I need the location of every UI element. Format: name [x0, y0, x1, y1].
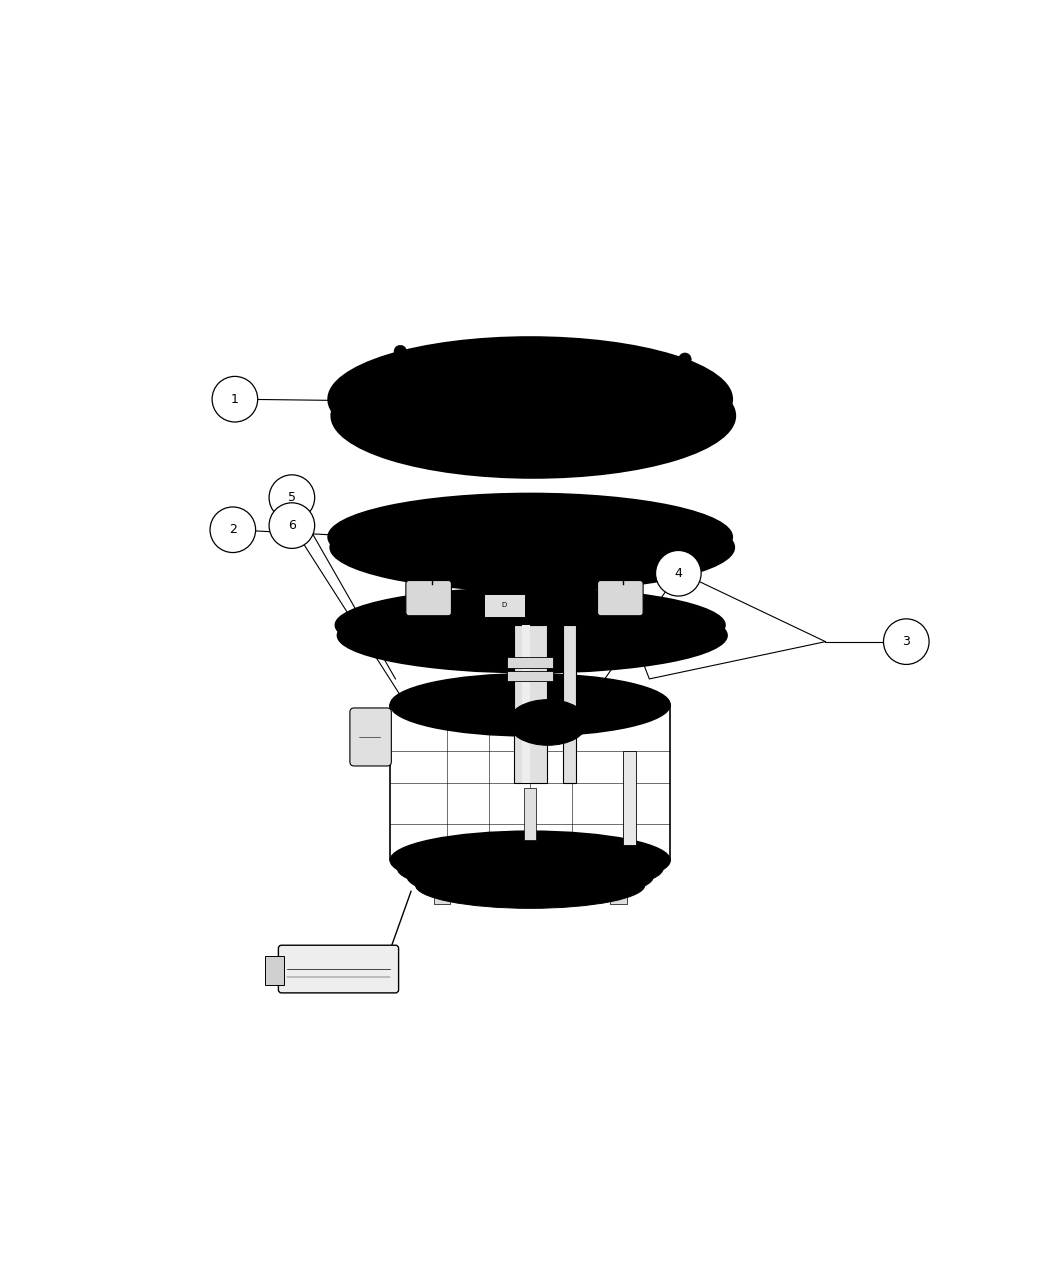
Ellipse shape	[397, 843, 663, 895]
Ellipse shape	[329, 337, 732, 462]
Circle shape	[269, 474, 315, 520]
Text: 4: 4	[674, 567, 682, 580]
Circle shape	[603, 592, 617, 606]
Ellipse shape	[353, 344, 708, 454]
Text: D: D	[502, 602, 507, 608]
Text: 3: 3	[902, 635, 910, 648]
FancyBboxPatch shape	[597, 580, 643, 616]
Text: 5: 5	[288, 491, 296, 504]
Ellipse shape	[519, 706, 576, 739]
Circle shape	[655, 551, 701, 595]
Circle shape	[603, 644, 617, 659]
Ellipse shape	[331, 353, 735, 478]
Text: 2: 2	[229, 523, 236, 537]
Circle shape	[212, 376, 257, 422]
FancyBboxPatch shape	[507, 657, 553, 668]
Ellipse shape	[394, 599, 667, 652]
Circle shape	[678, 353, 691, 366]
FancyBboxPatch shape	[610, 885, 627, 904]
Ellipse shape	[416, 862, 645, 908]
FancyBboxPatch shape	[434, 885, 450, 904]
FancyBboxPatch shape	[524, 788, 537, 839]
Ellipse shape	[364, 593, 696, 657]
Text: 6: 6	[288, 519, 296, 532]
Ellipse shape	[401, 360, 659, 439]
Ellipse shape	[407, 852, 653, 901]
Ellipse shape	[391, 831, 670, 889]
FancyBboxPatch shape	[469, 885, 486, 904]
Ellipse shape	[449, 375, 611, 425]
Bar	[391, 705, 670, 861]
FancyBboxPatch shape	[564, 625, 575, 783]
FancyBboxPatch shape	[574, 885, 591, 904]
Circle shape	[425, 552, 438, 564]
FancyBboxPatch shape	[504, 885, 521, 904]
FancyBboxPatch shape	[350, 708, 392, 766]
FancyBboxPatch shape	[540, 885, 557, 904]
Ellipse shape	[391, 673, 670, 736]
Circle shape	[210, 507, 255, 552]
FancyBboxPatch shape	[406, 580, 452, 616]
Circle shape	[370, 434, 381, 445]
FancyBboxPatch shape	[265, 955, 284, 984]
FancyBboxPatch shape	[522, 625, 530, 783]
FancyBboxPatch shape	[624, 751, 636, 845]
Circle shape	[883, 618, 929, 664]
FancyBboxPatch shape	[507, 671, 553, 681]
Ellipse shape	[337, 598, 727, 673]
Ellipse shape	[377, 352, 684, 446]
FancyBboxPatch shape	[278, 945, 399, 993]
Circle shape	[269, 502, 315, 548]
Ellipse shape	[531, 713, 564, 732]
Circle shape	[617, 552, 630, 564]
Ellipse shape	[379, 505, 681, 570]
Ellipse shape	[335, 588, 724, 663]
Ellipse shape	[329, 493, 732, 580]
FancyBboxPatch shape	[513, 625, 547, 783]
Ellipse shape	[425, 367, 635, 431]
Circle shape	[363, 618, 378, 632]
Text: 1: 1	[231, 393, 238, 405]
Ellipse shape	[330, 504, 734, 590]
Ellipse shape	[349, 497, 712, 576]
Circle shape	[394, 346, 406, 358]
Circle shape	[654, 441, 667, 453]
Ellipse shape	[508, 700, 587, 746]
Ellipse shape	[343, 358, 722, 473]
FancyBboxPatch shape	[484, 594, 525, 617]
